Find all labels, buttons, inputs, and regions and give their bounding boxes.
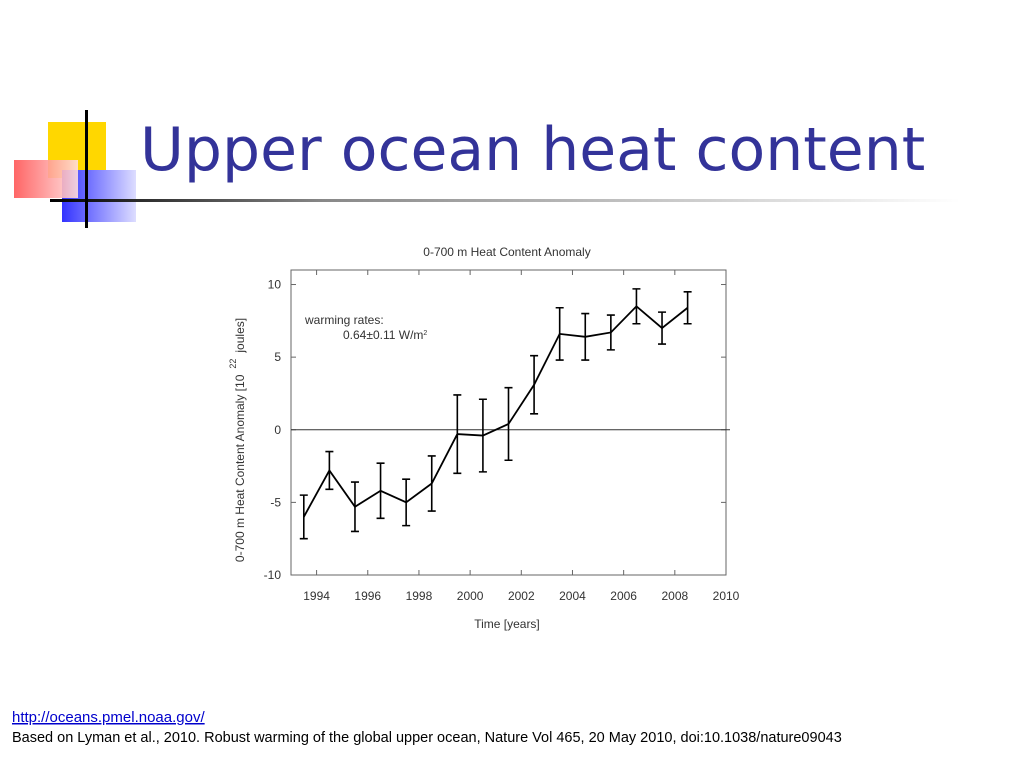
slide-title: Upper ocean heat content [140, 115, 925, 185]
chart: 0-700 m Heat Content Anomaly Time [years… [228, 245, 740, 631]
y-tick-label: -5 [270, 495, 281, 509]
y-label-exp: 22 [228, 359, 238, 369]
error-bar [683, 290, 692, 325]
x-tick-label: 2006 [610, 589, 637, 603]
source-link[interactable]: http://oceans.pmel.noaa.gov/ [12, 709, 205, 726]
rate-exp: 2 [423, 330, 427, 337]
annotation-rate: 0.64±0.11 W/m2 [343, 328, 427, 342]
y-label-text: 0-700 m Heat Content Anomaly [10 [233, 374, 247, 562]
x-tick-label: 1994 [303, 589, 330, 603]
y-axis-label: 0-700 m Heat Content Anomaly [10 22 joules… [228, 318, 247, 562]
deco-red [14, 160, 78, 198]
x-tick-label: 2004 [559, 589, 586, 603]
y-tick-label: 5 [274, 350, 281, 364]
data-line [303, 305, 689, 518]
y-label-unit: joules] [233, 318, 247, 354]
x-tick-label: 2008 [661, 589, 688, 603]
y-tick-label: 10 [268, 278, 282, 292]
citation: Based on Lyman et al., 2010. Robust warm… [12, 730, 842, 746]
link-text[interactable]: http://oceans.pmel.noaa.gov/ [12, 709, 205, 726]
x-tick-label: 2010 [713, 589, 740, 603]
y-tick-label: -10 [264, 568, 282, 582]
deco-vline [85, 110, 88, 228]
y-tick-label: 0 [274, 423, 281, 437]
title-rule [50, 199, 960, 202]
annotation: warming rates: [304, 313, 384, 327]
x-tick-label: 1998 [406, 589, 433, 603]
x-tick-label: 2002 [508, 589, 535, 603]
x-axis-label: Time [years] [474, 617, 540, 631]
x-tick-label: 2000 [457, 589, 484, 603]
x-tick-label: 1996 [354, 589, 381, 603]
chart-title: 0-700 m Heat Content Anomaly [423, 245, 590, 259]
plot-frame [290, 269, 727, 576]
rate-text: 0.64±0.11 W/m [343, 328, 423, 342]
